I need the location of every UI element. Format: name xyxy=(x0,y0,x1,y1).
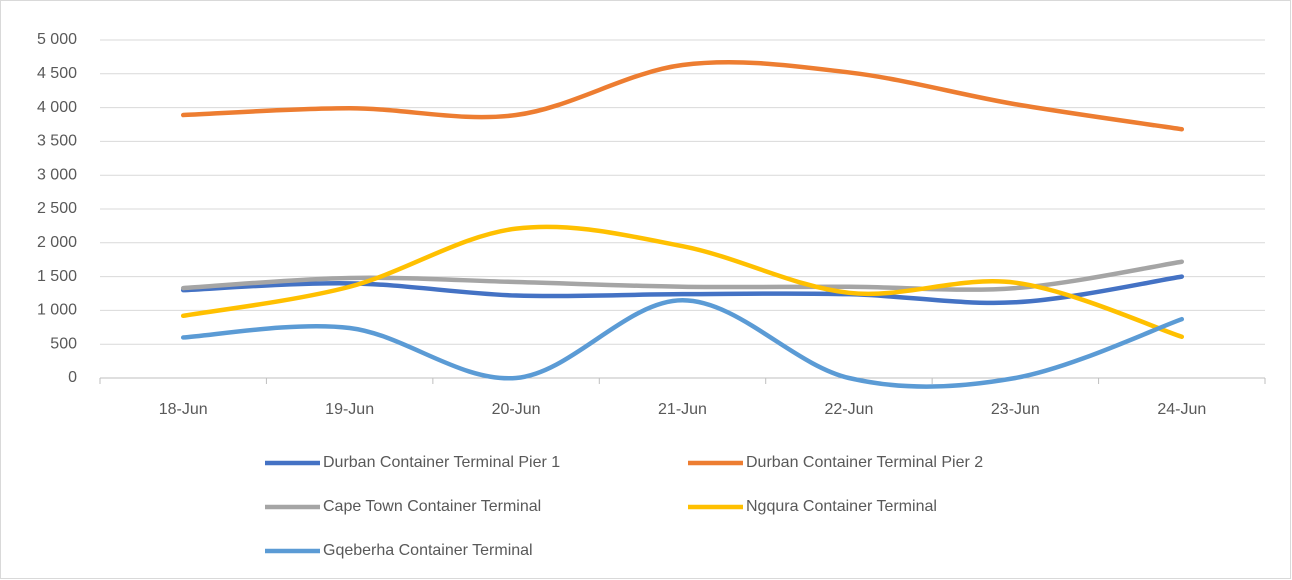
y-tick-label: 1 000 xyxy=(37,302,77,319)
series-line xyxy=(180,224,1185,340)
y-tick-label: 4 500 xyxy=(37,65,77,82)
x-tick-label: 23-Jun xyxy=(991,401,1040,418)
x-tick-label: 20-Jun xyxy=(492,401,541,418)
x-tick-label: 19-Jun xyxy=(325,401,374,418)
y-tick-label: 1 500 xyxy=(37,268,77,285)
y-tick-label: 5 000 xyxy=(37,31,77,48)
series-line xyxy=(180,274,1185,306)
legend-label: Gqeberha Container Terminal xyxy=(323,542,533,559)
legend-label: Durban Container Terminal Pier 1 xyxy=(323,454,560,471)
y-tick-label: 2 500 xyxy=(37,200,77,217)
series-line xyxy=(180,259,1185,292)
series-line xyxy=(180,60,1185,132)
series-line xyxy=(180,298,1185,389)
y-tick-label: 2 000 xyxy=(37,234,77,251)
y-tick-label: 4 000 xyxy=(37,99,77,116)
legend-label: Ngqura Container Terminal xyxy=(746,498,937,515)
y-tick-label: 500 xyxy=(50,335,77,352)
legend-label: Durban Container Terminal Pier 2 xyxy=(746,454,983,471)
x-tick-label: 24-Jun xyxy=(1157,401,1206,418)
legend-label: Cape Town Container Terminal xyxy=(323,498,541,515)
y-tick-label: 0 xyxy=(68,369,77,386)
x-tick-label: 22-Jun xyxy=(824,401,873,418)
x-tick-label: 18-Jun xyxy=(159,401,208,418)
y-tick-label: 3 500 xyxy=(37,133,77,150)
x-tick-label: 21-Jun xyxy=(658,401,707,418)
y-tick-label: 3 000 xyxy=(37,166,77,183)
